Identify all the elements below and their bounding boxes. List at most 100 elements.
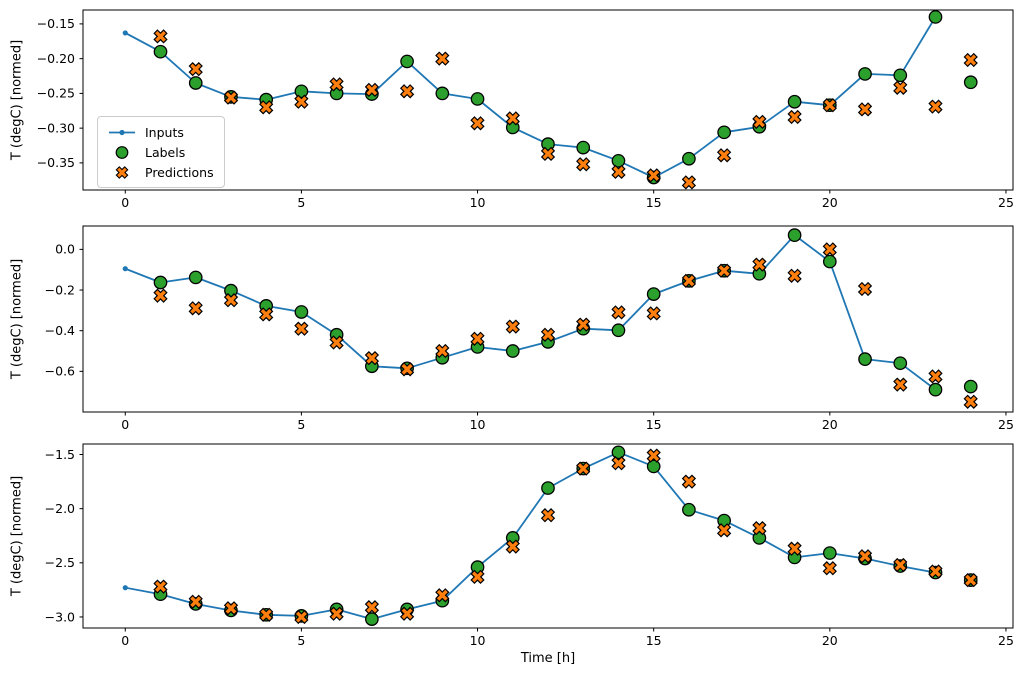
legend-entry-labels: Labels <box>107 144 214 161</box>
label-point <box>470 92 485 106</box>
prediction-point <box>329 335 344 350</box>
prediction-point <box>928 369 943 384</box>
label-point <box>188 270 203 285</box>
prediction-point <box>611 164 626 180</box>
prediction-point <box>540 508 556 523</box>
predictions-series <box>153 29 978 190</box>
label-point <box>611 153 626 168</box>
prediction-point <box>752 520 767 536</box>
prediction-point <box>540 146 556 162</box>
label-point <box>611 445 626 460</box>
label-point <box>611 323 626 338</box>
x-tick-label: 10 <box>470 417 486 432</box>
prediction-point <box>188 594 203 609</box>
y-axis-ticks: −0.15 −0.20 −0.25 −0.30 −0.35 <box>37 16 83 170</box>
label-point <box>928 10 943 24</box>
label-point <box>541 481 555 495</box>
label-point <box>717 125 731 140</box>
label-point <box>435 86 450 101</box>
subplot-middle: 0 5 10 15 20 25 0.0 −0.2 −0.4 −0.6 <box>45 225 1014 432</box>
prediction-point <box>505 539 520 554</box>
label-point <box>893 68 908 83</box>
prediction-point <box>153 288 168 303</box>
x-tick-label: 15 <box>646 417 662 432</box>
legend-label-inputs: Inputs <box>145 125 184 140</box>
label-point <box>682 151 696 166</box>
prediction-point <box>752 114 767 130</box>
y-tick-label: −0.15 <box>37 16 75 31</box>
prediction-point <box>470 331 485 346</box>
x-tick-label: 20 <box>822 195 838 210</box>
x-axis-ticks: 0 5 10 15 20 25 <box>121 628 1014 648</box>
inputs-line-dot-icon <box>109 129 135 136</box>
legend-entry-predictions: Predictions <box>107 164 214 181</box>
prediction-point <box>681 273 697 289</box>
label-point <box>646 287 661 301</box>
x-tick-label: 25 <box>998 417 1014 432</box>
prediction-point <box>399 84 415 99</box>
y-tick-label: −3.0 <box>45 609 75 624</box>
inputs-series <box>122 14 939 181</box>
x-tick-label: 15 <box>646 195 662 210</box>
prediction-point <box>435 588 450 603</box>
x-tick-label: 20 <box>822 417 838 432</box>
prediction-point <box>893 557 908 573</box>
label-point <box>576 140 591 155</box>
label-point <box>505 344 520 358</box>
prediction-point <box>857 549 873 564</box>
x-tick-label: 10 <box>470 633 486 648</box>
label-point <box>365 612 379 626</box>
prediction-point <box>259 307 274 322</box>
prediction-point <box>576 461 591 476</box>
prediction-point <box>963 394 978 409</box>
prediction-point <box>822 242 837 257</box>
prediction-point <box>294 609 309 625</box>
predictions-series <box>153 448 978 625</box>
labels-series <box>153 445 978 626</box>
label-point <box>294 84 309 99</box>
input-point <box>122 266 128 272</box>
prediction-point <box>399 606 415 621</box>
prediction-point <box>223 90 239 105</box>
predictions-series <box>153 242 978 409</box>
prediction-point <box>294 321 309 336</box>
prediction-point <box>505 319 520 334</box>
x-tick-label: 20 <box>822 633 838 648</box>
subplot-top: 0 5 10 15 20 25 −0.15 −0.20 −0.25 −0.30 −0.35 <box>37 9 1014 210</box>
prediction-point <box>259 607 274 622</box>
y-tick-label: −0.6 <box>45 364 75 379</box>
inputs-line <box>124 234 937 391</box>
prediction-point <box>928 99 943 114</box>
inputs-series <box>122 232 939 393</box>
prediction-point <box>716 148 732 163</box>
x-tick-label: 5 <box>297 195 305 210</box>
y-axis-ticks: −1.5 −2.0 −2.5 −3.0 <box>45 447 83 624</box>
axes-frame <box>82 225 1014 413</box>
x-tick-label: 10 <box>470 195 486 210</box>
prediction-point <box>681 175 697 190</box>
prediction-point <box>822 98 837 113</box>
prediction-point <box>822 561 837 576</box>
axes-frame <box>82 9 1014 191</box>
prediction-point <box>646 168 661 183</box>
y-tick-label: 0.0 <box>55 242 75 257</box>
prediction-point <box>153 579 168 594</box>
label-point <box>153 275 168 290</box>
prediction-point <box>259 100 274 115</box>
label-point <box>294 305 309 319</box>
label-point <box>822 254 837 269</box>
x-tick-label: 0 <box>121 417 129 432</box>
y-tick-label: −0.25 <box>37 86 75 101</box>
prediction-point <box>188 301 203 316</box>
predictions-x-icon <box>115 166 129 179</box>
labels-series <box>153 228 978 397</box>
x-tick-label: 5 <box>297 417 305 432</box>
inputs-line <box>124 16 937 179</box>
input-point <box>122 30 128 36</box>
legend: Inputs Labels Predictions <box>97 116 225 188</box>
axes-frame <box>82 443 1014 629</box>
label-point <box>787 94 802 109</box>
x-tick-label: 5 <box>297 633 305 648</box>
label-point <box>400 54 414 69</box>
